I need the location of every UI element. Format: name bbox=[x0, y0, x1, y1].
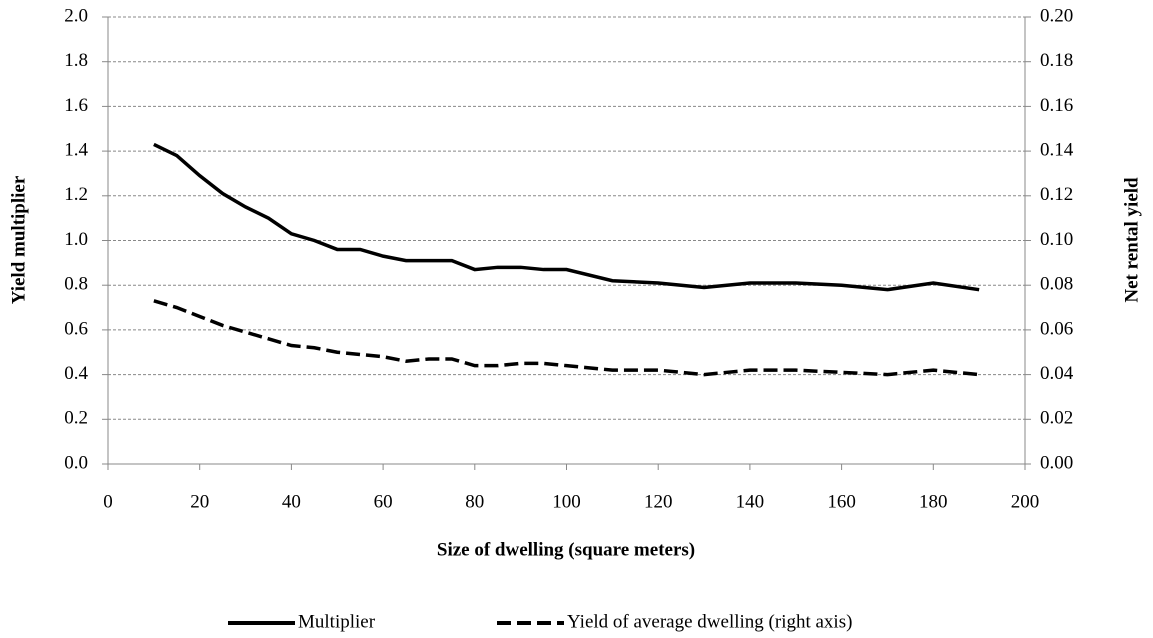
y2-tick-label: 0.02 bbox=[1040, 408, 1073, 429]
y2-tick-label: 0.04 bbox=[1040, 363, 1074, 384]
y-tick-label: 0.6 bbox=[64, 318, 88, 339]
y-tick-label: 0.2 bbox=[64, 408, 88, 429]
x-tick-label: 160 bbox=[827, 491, 856, 512]
x-tick-label: 60 bbox=[374, 491, 393, 512]
y-tick-label: 1.8 bbox=[64, 50, 88, 71]
y2-tick-label: 0.06 bbox=[1040, 318, 1073, 339]
y2-tick-label: 0.00 bbox=[1040, 452, 1073, 473]
y-tick-label: 0.4 bbox=[64, 363, 88, 384]
y2-axis-title: Net rental yield bbox=[1121, 177, 1142, 303]
x-tick-label: 100 bbox=[552, 491, 581, 512]
x-axis-title: Size of dwelling (square meters) bbox=[437, 539, 695, 560]
y2-tick-label: 0.14 bbox=[1040, 139, 1074, 160]
legend-label: Multiplier bbox=[298, 611, 376, 632]
x-tick-label: 0 bbox=[103, 491, 113, 512]
y-tick-label: 0.8 bbox=[64, 274, 88, 295]
data-line bbox=[153, 299, 980, 377]
y-tick-label: 1.0 bbox=[64, 229, 88, 250]
y2-tick-label: 0.08 bbox=[1040, 274, 1073, 295]
y-tick-label: 0.0 bbox=[64, 452, 88, 473]
y2-tick-label: 0.10 bbox=[1040, 229, 1073, 250]
y2-tick-label: 0.16 bbox=[1040, 95, 1073, 116]
y-tick-label: 1.6 bbox=[64, 95, 88, 116]
x-tick-label: 140 bbox=[736, 491, 765, 512]
y-tick-label: 1.4 bbox=[64, 139, 88, 160]
y-tick-label: 1.2 bbox=[64, 184, 88, 205]
x-tick-label: 80 bbox=[465, 491, 484, 512]
x-tick-label: 120 bbox=[644, 491, 673, 512]
x-tick-label: 20 bbox=[190, 491, 209, 512]
x-tick-label: 40 bbox=[282, 491, 301, 512]
data-line bbox=[153, 142, 980, 292]
y2-tick-label: 0.20 bbox=[1040, 5, 1073, 26]
x-tick-label: 180 bbox=[919, 491, 948, 512]
legend-label: Yield of average dwelling (right axis) bbox=[567, 611, 852, 632]
y-axis-title: Yield multiplier bbox=[8, 175, 29, 304]
y-tick-label: 2.0 bbox=[64, 5, 88, 26]
y2-tick-label: 0.12 bbox=[1040, 184, 1073, 205]
x-tick-label: 200 bbox=[1011, 491, 1040, 512]
y2-tick-label: 0.18 bbox=[1040, 50, 1073, 71]
